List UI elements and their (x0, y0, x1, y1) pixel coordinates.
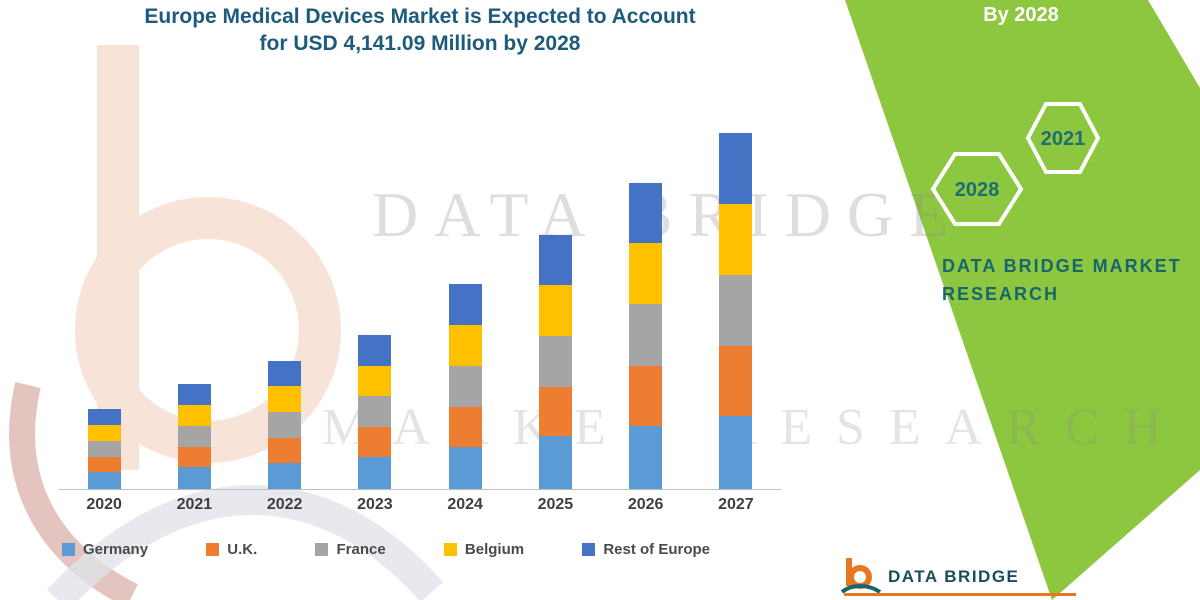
bar-segment-germany (177, 467, 211, 489)
legend-item-france: France (315, 541, 386, 558)
legend-swatch (582, 543, 596, 556)
dbmr-logo-text: DATA BRIDGE (888, 567, 1020, 586)
bar-segment-belgium (719, 203, 753, 275)
stacked-bar-2023 (358, 335, 392, 489)
bar-column-2024 (420, 130, 510, 489)
bar-segment-germany (629, 425, 663, 489)
bar-segment-u-k- (448, 406, 482, 447)
bar-segment-rest-of-europe (358, 335, 392, 366)
bar-segment-rest-of-europe (538, 235, 572, 285)
bar-segment-germany (538, 436, 572, 489)
bar-segment-france (358, 396, 392, 427)
bar-segment-u-k- (719, 346, 753, 416)
legend-swatch (315, 543, 329, 556)
bar-segment-belgium (448, 324, 482, 366)
bar-segment-france (719, 274, 753, 346)
bar-segment-belgium (538, 285, 572, 336)
legend-item-belgium: Belgium (443, 541, 525, 558)
chart-title: Europe Medical Devices Market is Expecte… (55, 3, 785, 57)
x-axis-label-2027: 2027 (718, 496, 754, 513)
bar-segment-belgium (87, 424, 121, 441)
bar-segment-rest-of-europe (629, 183, 663, 243)
bar-segment-germany (448, 446, 482, 489)
x-axis-label-2023: 2023 (357, 496, 393, 513)
legend-swatch (62, 543, 75, 556)
legend-label: U.K. (227, 541, 258, 558)
dbmr-footer-logo: DATA BRIDGE (840, 556, 1080, 600)
bar-segment-germany (719, 416, 753, 489)
bar-segment-france (629, 304, 663, 366)
bar-column-2026 (601, 130, 691, 489)
bar-segment-germany (268, 462, 302, 489)
bar-segment-belgium (629, 243, 663, 304)
legend-item-u-k-: U.K. (206, 541, 257, 558)
bar-segment-france (448, 365, 482, 407)
stacked-bar-2026 (629, 183, 663, 489)
bar-segment-rest-of-europe (448, 284, 482, 325)
legend-label: Rest of Europe (603, 541, 710, 558)
bar-segment-u-k- (268, 437, 302, 463)
x-axis-label-2022: 2022 (266, 496, 303, 513)
legend-item-rest-of-europe: Rest of Europe (582, 541, 710, 558)
bar-segment-rest-of-europe (268, 361, 302, 386)
stacked-bar-2025 (538, 235, 572, 489)
bar-column-2025 (510, 130, 600, 489)
legend-item-germany: Germany (62, 541, 148, 558)
x-axis-label-2020: 2020 (86, 496, 122, 513)
x-axis-label-2026: 2026 (627, 496, 664, 513)
legend-swatch (206, 543, 220, 556)
legend-label: Germany (83, 541, 149, 558)
bar-column-2022 (240, 130, 330, 489)
chart-title-line1: Europe Medical Devices Market is Expecte… (144, 5, 696, 28)
bar-column-2020 (59, 130, 149, 489)
bar-segment-france (177, 425, 211, 447)
bar-column-2027 (691, 130, 781, 489)
bar-segment-france (538, 335, 572, 387)
stacked-bar-2024 (448, 284, 482, 489)
bar-column-2021 (149, 130, 239, 489)
dbmr-logo-icon (840, 558, 882, 594)
x-axis-labels: 2020 2021 2022 2023 2024 2025 2026 2027 (59, 496, 781, 514)
legend-swatch (443, 543, 457, 556)
bar-segment-france (268, 412, 302, 438)
x-axis-label-2024: 2024 (447, 496, 483, 513)
stacked-bar-2020 (87, 409, 121, 489)
chart-legend: Germany U.K. France Belgium Rest of Europe (62, 541, 710, 558)
bar-segment-rest-of-europe (719, 133, 753, 204)
bar-segment-rest-of-europe (87, 409, 121, 425)
bar-segment-u-k- (629, 365, 663, 426)
bar-segment-germany (358, 457, 392, 489)
bar-segment-belgium (268, 386, 302, 412)
stacked-bar-2027 (719, 133, 753, 489)
legend-label: France (336, 541, 386, 558)
bar-segment-france (87, 440, 121, 457)
bar-segment-u-k- (87, 456, 121, 472)
bar-segment-u-k- (538, 386, 572, 436)
bar-segment-rest-of-europe (177, 384, 211, 405)
bar-segment-belgium (358, 365, 392, 396)
bar-segment-u-k- (177, 446, 211, 467)
dbmr-logo-rule (844, 593, 1076, 596)
legend-label: Belgium (464, 541, 525, 558)
stacked-bar-chart (59, 130, 781, 490)
bar-segment-u-k- (358, 427, 392, 457)
chart-title-line2: for USD 4,141.09 Million by 2028 (259, 32, 581, 55)
bar-column-2023 (330, 130, 420, 489)
x-axis-label-2021: 2021 (176, 496, 213, 513)
bar-segment-belgium (177, 404, 211, 426)
stacked-bar-2022 (268, 361, 302, 489)
bar-segment-germany (87, 472, 121, 489)
stacked-bar-2021 (177, 384, 211, 489)
x-axis-label-2025: 2025 (537, 496, 574, 513)
